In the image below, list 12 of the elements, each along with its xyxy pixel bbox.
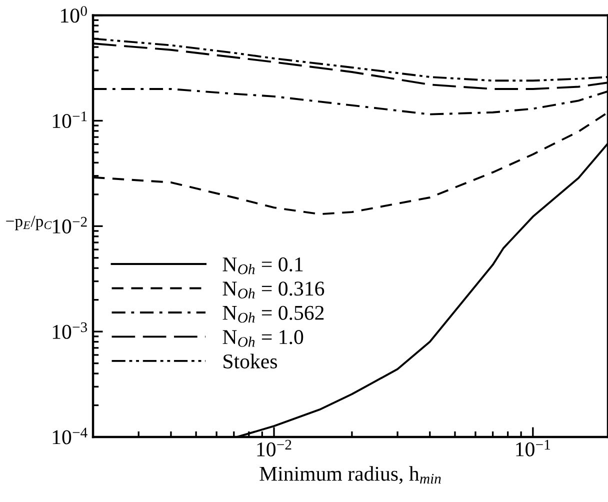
- y-tick-label: 10$^{−3}$: [52, 322, 88, 339]
- legend-label: N$_{Oh}$ = 0.562: [222, 306, 324, 323]
- y-tick-label: 10$^{−4}$: [52, 428, 88, 444]
- legend-label: N$_{Oh}$ = 1.0: [222, 330, 304, 347]
- legend-label: Stokes: [224, 354, 277, 368]
- y-tick-label: 10$^{−2}$: [52, 216, 87, 234]
- x-axis-title: Minimum radius, h$_{min}$: [260, 466, 441, 484]
- y-tick-label: 10$^{−1}$: [52, 112, 87, 128]
- legend-label: N$_{Oh}$ = 0.1: [222, 257, 303, 274]
- y-axis-title: −p$_{E}$/p$_{C}$: [6, 216, 52, 230]
- legend-label: N$_{Oh}$ = 0.316: [222, 282, 324, 298]
- y-tick-label: 10$^{0}$: [61, 6, 87, 23]
